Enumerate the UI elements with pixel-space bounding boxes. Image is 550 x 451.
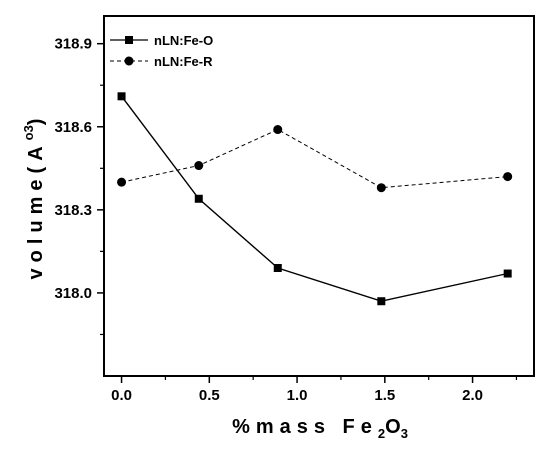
x-tick-label: 0.5	[199, 387, 220, 404]
data-point-circle	[503, 172, 513, 182]
data-point-square	[273, 264, 282, 272]
legend-marker-fe-r	[124, 56, 134, 66]
series-layer	[117, 92, 513, 306]
series-line-1	[121, 128, 508, 189]
data-point-square	[503, 269, 512, 278]
x-tick-label: 0.0	[111, 387, 132, 404]
x-tick-label: 1.5	[374, 387, 395, 404]
x-axis-title-main: %mass Fe	[232, 416, 378, 438]
series-line-0	[121, 95, 508, 302]
legend-label-fe-r: nLN:Fe-R	[154, 54, 213, 69]
y-tick-label: 318.9	[54, 36, 92, 53]
data-point-circle	[194, 161, 204, 171]
legend-label-fe-o: nLN:Fe-O	[154, 33, 213, 48]
data-point-square	[194, 194, 203, 203]
legend-marker-fe-o	[125, 36, 133, 44]
plot-frame	[103, 15, 535, 377]
y-tick-label: 318.0	[54, 285, 92, 302]
x-axis-title-sub2: 3	[401, 426, 408, 441]
y-tick-label: 318.3	[54, 202, 92, 219]
data-point-circle	[376, 183, 386, 193]
axis-ticks: 0.0 0.5 1.0 1.5 2.0 318.0 318.3 318.6 318.9	[54, 36, 518, 404]
x-axis-title-mid: O	[385, 416, 401, 438]
x-axis-title-sub1: 2	[378, 426, 385, 441]
y-tick-label: 318.6	[54, 119, 92, 136]
x-tick-label: 1.0	[287, 387, 308, 404]
x-tick-label: 2.0	[462, 387, 483, 404]
legend: nLN:Fe-O nLN:Fe-R	[110, 33, 213, 69]
y-axis-title-sup: o3	[21, 125, 36, 140]
data-point-square	[377, 297, 386, 306]
x-axis-title: %mass Fe2O3	[232, 416, 408, 441]
y-axis-title-main: volume(A	[25, 140, 47, 279]
y-axis-title: volume(Ao3)	[21, 113, 47, 280]
data-point-square	[117, 92, 126, 101]
data-point-circle	[273, 125, 283, 135]
data-point-circle	[117, 177, 127, 187]
y-axis-title-close: )	[25, 113, 47, 126]
